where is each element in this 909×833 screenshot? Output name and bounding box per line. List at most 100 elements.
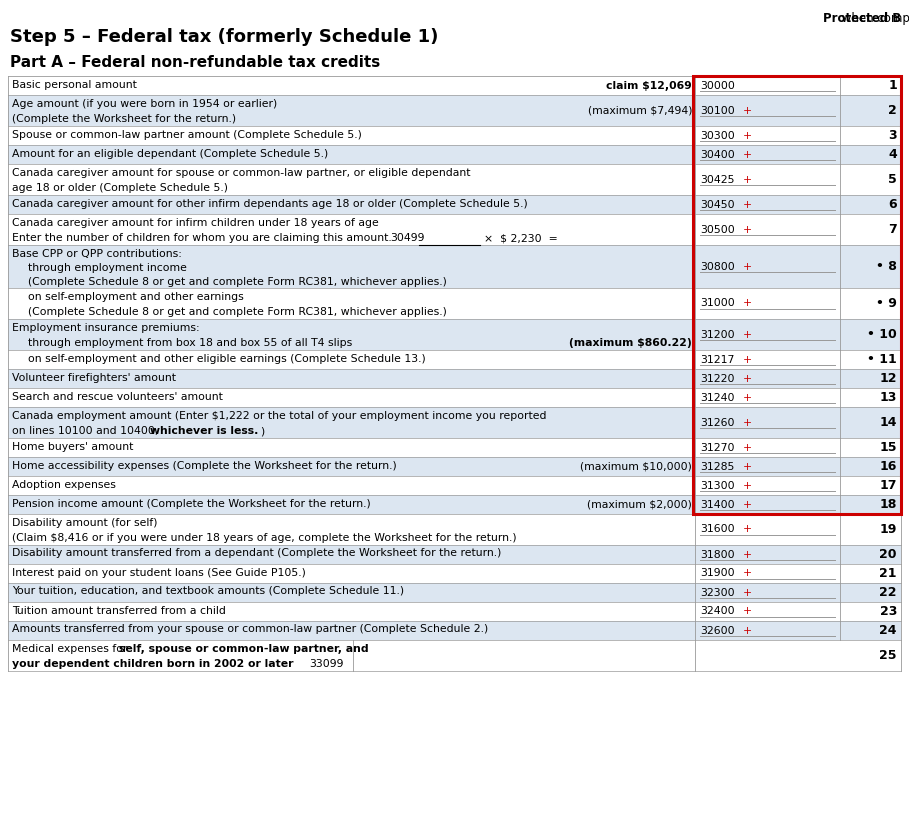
Text: 4: 4 [888, 148, 897, 161]
Text: 31240: 31240 [700, 392, 734, 402]
Text: (maximum $10,000): (maximum $10,000) [580, 461, 692, 471]
Text: 1: 1 [888, 79, 897, 92]
Bar [8, 195, 901, 214]
Text: Part A – Federal non-refundable tax credits: Part A – Federal non-refundable tax cred… [10, 55, 380, 70]
Text: 31000: 31000 [700, 298, 734, 308]
Text: 31300: 31300 [700, 481, 734, 491]
Text: +: + [743, 587, 752, 597]
Text: Volunteer firefighters' amount: Volunteer firefighters' amount [12, 372, 176, 382]
Text: Pension income amount (Complete the Worksheet for the return.): Pension income amount (Complete the Work… [12, 498, 371, 508]
Text: • 10: • 10 [867, 328, 897, 341]
Text: ): ) [260, 426, 265, 436]
Text: (maximum $7,494): (maximum $7,494) [587, 106, 692, 116]
Text: ×  $ 2,230  =: × $ 2,230 = [484, 233, 558, 243]
Text: +: + [743, 355, 752, 365]
Bar [8, 369, 901, 388]
Text: through employment income: through employment income [28, 263, 187, 273]
Text: Your tuition, education, and textbook amounts (Complete Schedule 11.): Your tuition, education, and textbook am… [12, 586, 405, 596]
Text: 33099: 33099 [309, 659, 344, 669]
Text: your dependent children born in 2002 or later: your dependent children born in 2002 or … [12, 659, 294, 669]
Text: +: + [743, 262, 752, 272]
Text: +: + [743, 481, 752, 491]
Text: +: + [743, 568, 752, 578]
Text: +: + [743, 298, 752, 308]
Text: Tuition amount transferred from a child: Tuition amount transferred from a child [12, 606, 225, 616]
Bar [8, 495, 901, 514]
Text: +: + [743, 373, 752, 383]
Bar [8, 545, 901, 564]
Text: age 18 or older (Complete Schedule 5.): age 18 or older (Complete Schedule 5.) [12, 183, 228, 193]
Text: +: + [743, 131, 752, 141]
Text: 12: 12 [880, 372, 897, 385]
Text: 3: 3 [888, 129, 897, 142]
Text: Amounts transferred from your spouse or common-law partner (Complete Schedule 2.: Amounts transferred from your spouse or … [12, 625, 488, 635]
Bar [8, 145, 901, 164]
Text: +: + [743, 461, 752, 471]
Text: Canada caregiver amount for other infirm dependants age 18 or older (Complete Sc: Canada caregiver amount for other infirm… [12, 198, 528, 208]
Text: +: + [743, 149, 752, 159]
Text: +: + [743, 199, 752, 210]
Text: 30000: 30000 [700, 81, 734, 91]
Text: Amount for an eligible dependant (Complete Schedule 5.): Amount for an eligible dependant (Comple… [12, 148, 328, 158]
Text: +: + [743, 606, 752, 616]
Text: (Complete Schedule 8 or get and complete Form RC381, whichever applies.): (Complete Schedule 8 or get and complete… [28, 307, 447, 317]
Text: (Complete the Worksheet for the return.): (Complete the Worksheet for the return.) [12, 114, 236, 124]
Text: Spouse or common-law partner amount (Complete Schedule 5.): Spouse or common-law partner amount (Com… [12, 129, 362, 139]
Text: 16: 16 [880, 460, 897, 473]
Text: +: + [743, 626, 752, 636]
Text: 32400: 32400 [700, 606, 734, 616]
Text: Home accessibility expenses (Complete the Worksheet for the return.): Home accessibility expenses (Complete th… [12, 461, 396, 471]
Text: on self-employment and other earnings: on self-employment and other earnings [28, 292, 244, 302]
Text: 2: 2 [888, 104, 897, 117]
Text: (Complete Schedule 8 or get and complete Form RC381, whichever applies.): (Complete Schedule 8 or get and complete… [28, 277, 447, 287]
Text: +: + [743, 392, 752, 402]
Text: 21: 21 [880, 567, 897, 580]
Text: on self-employment and other eligible earnings (Complete Schedule 13.): on self-employment and other eligible ea… [28, 353, 425, 363]
Text: (maximum $2,000): (maximum $2,000) [587, 500, 692, 510]
Text: 31285: 31285 [700, 461, 734, 471]
Text: Enter the number of children for whom you are claiming this amount.: Enter the number of children for whom yo… [12, 233, 392, 243]
Text: 30499: 30499 [390, 233, 425, 243]
Text: +: + [743, 442, 752, 452]
Text: claim $12,069: claim $12,069 [606, 81, 692, 91]
Text: 19: 19 [880, 523, 897, 536]
Text: 15: 15 [880, 441, 897, 454]
Text: (Claim $8,416 or if you were under 18 years of age, complete the Worksheet for t: (Claim $8,416 or if you were under 18 ye… [12, 533, 516, 543]
Bar [8, 319, 901, 350]
Text: 30450: 30450 [700, 199, 734, 210]
Text: self, spouse or common-law partner, and: self, spouse or common-law partner, and [119, 644, 369, 654]
Bar [8, 583, 901, 602]
Text: Canada caregiver amount for infirm children under 18 years of age: Canada caregiver amount for infirm child… [12, 217, 379, 227]
Text: Basic personal amount: Basic personal amount [12, 79, 137, 89]
Text: +: + [743, 525, 752, 535]
Text: 31600: 31600 [700, 525, 734, 535]
Text: 17: 17 [880, 479, 897, 492]
Text: 30100: 30100 [700, 106, 734, 116]
Text: 14: 14 [880, 416, 897, 429]
Text: 7: 7 [888, 223, 897, 236]
Text: Employment insurance premiums:: Employment insurance premiums: [12, 322, 200, 332]
Text: Age amount (if you were born in 1954 or earlier): Age amount (if you were born in 1954 or … [12, 98, 277, 108]
Text: 31400: 31400 [700, 500, 734, 510]
Text: 31200: 31200 [700, 330, 734, 340]
Text: • 11: • 11 [867, 353, 897, 366]
Bar [8, 407, 901, 438]
Bar [693, 76, 901, 514]
Text: Search and rescue volunteers' amount: Search and rescue volunteers' amount [12, 392, 223, 402]
Text: 6: 6 [888, 198, 897, 211]
Text: 30425: 30425 [700, 174, 734, 184]
Bar [8, 621, 901, 640]
Text: whichever is less.: whichever is less. [150, 426, 258, 436]
Text: 13: 13 [880, 391, 897, 404]
Text: +: + [743, 330, 752, 340]
Text: 18: 18 [880, 498, 897, 511]
Bar [8, 95, 901, 126]
Text: Interest paid on your student loans (See Guide P105.): Interest paid on your student loans (See… [12, 567, 305, 577]
Text: Disability amount (for self): Disability amount (for self) [12, 517, 157, 527]
Text: when completed: when completed [838, 12, 909, 25]
Text: 24: 24 [880, 624, 897, 637]
Text: • 9: • 9 [876, 297, 897, 310]
Text: through employment from box 18 and box 55 of all T4 slips: through employment from box 18 and box 5… [28, 338, 353, 348]
Text: 25: 25 [880, 649, 897, 662]
Text: +: + [743, 500, 752, 510]
